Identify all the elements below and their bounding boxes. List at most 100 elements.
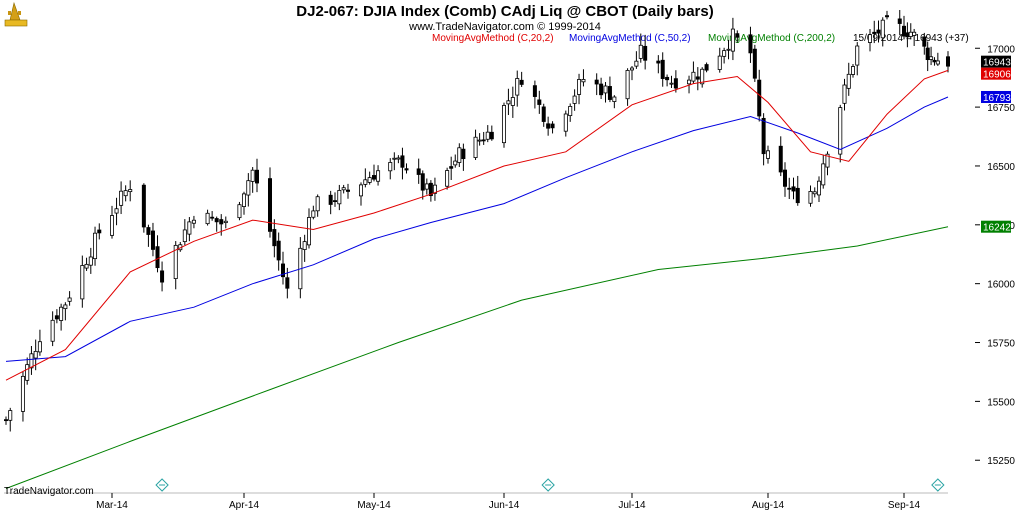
- candle: [946, 51, 951, 73]
- event-marker-icon[interactable]: [931, 478, 945, 492]
- candle: [660, 52, 665, 87]
- price-tag: 16793: [981, 90, 1011, 104]
- candle: [416, 158, 421, 184]
- candle: [25, 357, 30, 385]
- candle: [572, 89, 577, 111]
- candle: [477, 133, 482, 146]
- candle: [119, 181, 124, 215]
- candle: [726, 39, 731, 60]
- candle: [396, 155, 401, 164]
- candle: [388, 158, 393, 180]
- candle: [4, 416, 9, 425]
- event-marker-icon[interactable]: [155, 478, 169, 492]
- candle: [298, 237, 303, 299]
- candle: [922, 32, 927, 55]
- y-tick-label: 16000: [987, 280, 1015, 291]
- candle: [868, 29, 873, 52]
- candle: [424, 178, 429, 195]
- candle: [54, 309, 59, 324]
- y-tick-label: 15250: [987, 456, 1015, 467]
- candle: [187, 217, 192, 242]
- candle: [695, 67, 700, 91]
- candle: [345, 183, 350, 199]
- candle: [173, 241, 178, 290]
- candle: [93, 226, 98, 266]
- candle: [114, 197, 119, 226]
- candle: [846, 62, 851, 96]
- candle: [581, 69, 586, 87]
- candle: [341, 184, 346, 194]
- candle: [457, 143, 462, 167]
- candle: [150, 222, 155, 257]
- candle: [673, 70, 678, 93]
- candle: [254, 158, 259, 193]
- candle: [400, 147, 405, 180]
- price-tag: 16242: [981, 220, 1011, 234]
- candle: [367, 171, 372, 185]
- y-tick-label: 15750: [987, 339, 1015, 350]
- candle: [752, 44, 757, 82]
- footer-brand: TradeNavigator.com: [4, 486, 94, 497]
- candle: [223, 216, 228, 229]
- x-tick-label: May-14: [357, 500, 391, 511]
- candle: [885, 10, 890, 20]
- candle: [607, 76, 612, 103]
- candle: [766, 145, 771, 164]
- candle: [717, 47, 722, 73]
- candle: [825, 151, 830, 176]
- candle: [872, 20, 877, 44]
- tradenavigator-logo-icon: [4, 1, 28, 27]
- candle: [730, 17, 735, 61]
- candle: [29, 345, 34, 375]
- candle: [445, 167, 450, 190]
- candle: [932, 57, 937, 66]
- y-axis: 1525015500157501600016250165001675017000: [975, 44, 1015, 467]
- candle: [371, 164, 376, 182]
- candle: [594, 73, 599, 96]
- chart-subtitle: www.TradeNavigator.com © 1999-2014: [408, 21, 601, 33]
- candle: [246, 173, 251, 207]
- candle: [897, 10, 902, 36]
- candle: [37, 329, 42, 356]
- candle: [110, 205, 115, 239]
- candle: [510, 86, 515, 118]
- y-tick-label: 17000: [987, 44, 1015, 55]
- candle: [851, 63, 856, 78]
- candle: [88, 247, 93, 274]
- candle: [599, 77, 604, 100]
- y-tick-label: 16750: [987, 103, 1015, 114]
- candle: [97, 223, 102, 240]
- event-marker-icon[interactable]: [541, 478, 555, 492]
- candle: [241, 191, 246, 215]
- candle: [876, 20, 881, 43]
- candle: [428, 180, 433, 202]
- candle: [568, 103, 573, 122]
- candle: [638, 33, 643, 63]
- candle: [550, 121, 555, 134]
- candle: [812, 187, 817, 198]
- candle: [935, 52, 940, 66]
- candle: [795, 175, 800, 206]
- ma200-line: [5, 226, 949, 489]
- legend-ma200: MovingAvgMethod (C,200,2): [708, 33, 835, 44]
- candle: [546, 116, 551, 136]
- x-tick-label: Apr-14: [229, 500, 259, 511]
- candle: [656, 55, 661, 74]
- candle: [160, 261, 165, 292]
- candle: [603, 81, 608, 103]
- candle: [577, 73, 582, 105]
- x-tick-label: Aug-14: [752, 500, 785, 511]
- svg-text:16242: 16242: [983, 223, 1011, 234]
- candle: [929, 46, 934, 66]
- candle: [302, 234, 307, 262]
- candle: [276, 232, 281, 271]
- candle: [404, 163, 409, 174]
- candle: [643, 34, 648, 70]
- candle: [67, 291, 72, 306]
- candle: [665, 74, 670, 87]
- candle: [787, 177, 792, 199]
- candle: [634, 51, 639, 69]
- candle: [50, 311, 55, 347]
- candle: [519, 71, 524, 87]
- candle: [20, 371, 25, 422]
